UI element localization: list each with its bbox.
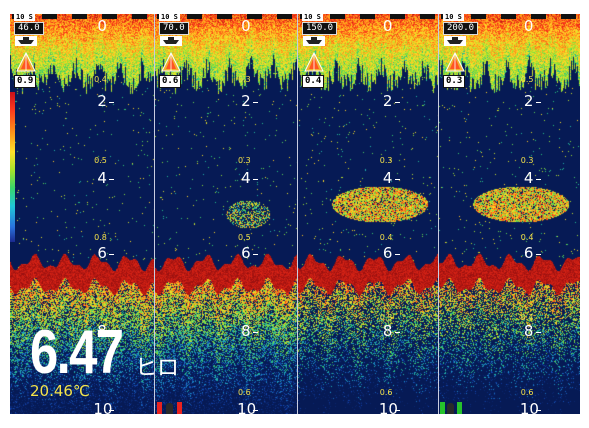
alarm-marker — [447, 403, 454, 414]
temperature-label: 0.3 — [379, 156, 393, 165]
depth-unit: ヒロ — [135, 356, 180, 381]
depth-label: 2 — [523, 92, 534, 110]
depth-label: 0 — [523, 17, 534, 35]
temperature-label: 0.3 — [520, 156, 534, 165]
echo-panel-1: 10 S 46.0 0.9 0 2 4 6 8 10 0.4 0.5 0.8 — [10, 14, 155, 414]
depth-tick — [535, 254, 541, 255]
depth-label: 2 — [97, 92, 107, 110]
depth-label: 6 — [241, 244, 251, 262]
range-value[interactable]: 150.0 — [302, 22, 338, 35]
depth-label: 8 — [97, 322, 107, 340]
alarm-marker — [157, 402, 162, 414]
frequency-label: 10 S — [302, 14, 323, 21]
depth-tick — [253, 102, 259, 103]
depth-label: 0 — [382, 17, 393, 35]
water-temperature: 20.46℃ — [30, 382, 90, 400]
range-value[interactable]: 46.0 — [14, 22, 44, 35]
range-value[interactable]: 200.0 — [443, 22, 479, 35]
temperature-label: 0.5 — [237, 313, 251, 322]
depth-label: 6 — [97, 244, 107, 262]
gain-value[interactable]: 0.9 — [14, 75, 37, 88]
boat-icon — [444, 36, 466, 46]
temperature-label: 0.6 — [520, 388, 534, 397]
alarm-marker — [177, 402, 182, 414]
depth-tick — [394, 332, 400, 333]
depth-label: 4 — [97, 169, 107, 187]
depth-tick — [253, 179, 259, 180]
alarm-marker — [457, 402, 462, 414]
depth-label: 0 — [241, 17, 251, 35]
temperature-label: 0.4 — [520, 313, 534, 322]
echo-panel-2: 10 S 70.0 0.6 0 2 4 6 8 10 0.3 0.3 0.5 0.5 0.6 — [155, 14, 298, 414]
depth-label: 8 — [523, 322, 534, 340]
temperature-label: 0.6 — [379, 388, 393, 397]
depth-tick — [394, 102, 400, 103]
depth-label: 8 — [382, 322, 393, 340]
depth-label: 4 — [382, 169, 393, 187]
temperature-label: 0.5 — [520, 75, 534, 84]
gain-value[interactable]: 0.6 — [159, 75, 182, 88]
depth-label: 10 — [93, 400, 113, 415]
temperature-label: 0.4 — [379, 233, 393, 242]
depth-tick — [253, 254, 259, 255]
depth-tick — [535, 102, 541, 103]
echo-panel-4: 10 S 200.0 0.3 0 2 4 6 8 10 0.5 0.3 0.4 0.4 0.6 — [439, 14, 580, 414]
transducer-cone-icon — [16, 52, 36, 72]
temperature-label: 0.6 — [237, 388, 251, 397]
alarm-marker — [440, 402, 445, 414]
depth-tick — [109, 179, 115, 180]
depth-label: 0 — [97, 17, 107, 35]
depth-tick — [394, 254, 400, 255]
temperature-label: 0.5 — [94, 156, 107, 165]
boat-icon — [15, 36, 37, 46]
depth-tick — [109, 332, 115, 333]
depth-tick — [394, 179, 400, 180]
temperature-label: 0.8 — [94, 233, 107, 242]
temperature-label: 0.4 — [520, 233, 534, 242]
color-scale-bar — [10, 92, 15, 242]
depth-tick — [109, 102, 115, 103]
transducer-cone-icon — [445, 52, 465, 72]
temperature-label: 0.4 — [94, 75, 107, 84]
frequency-label: 10 S — [443, 14, 464, 21]
depth-label: 2 — [241, 92, 251, 110]
transducer-cone-icon — [304, 52, 324, 72]
depth-readout: 6.47 — [30, 318, 124, 387]
temperature-label: 0.3 — [237, 75, 251, 84]
echo-image — [298, 14, 439, 414]
temperature-label: 0.3 — [237, 156, 251, 165]
echo-image — [155, 14, 298, 414]
depth-tick — [535, 179, 541, 180]
depth-tick — [109, 410, 115, 411]
depth-label: 10 — [378, 400, 398, 415]
frequency-label: 10 S — [14, 14, 35, 21]
depth-label: 6 — [382, 244, 393, 262]
depth-label: 8 — [241, 322, 251, 340]
temperature-label: 0.5 — [237, 233, 251, 242]
echo-image — [439, 14, 580, 414]
depth-tick — [109, 254, 115, 255]
depth-tick — [394, 410, 400, 411]
depth-tick — [535, 410, 541, 411]
depth-tick — [253, 410, 259, 411]
depth-label: 10 — [237, 400, 257, 415]
gain-value[interactable]: 0.3 — [443, 75, 466, 88]
temperature-label: 0.5 — [379, 313, 393, 322]
depth-label: 6 — [523, 244, 534, 262]
depth-tick — [253, 332, 259, 333]
gain-value[interactable]: 0.4 — [302, 75, 325, 88]
boat-icon — [303, 36, 325, 46]
depth-label: 4 — [241, 169, 251, 187]
depth-label: 2 — [382, 92, 393, 110]
echo-panel-3: 10 S 150.0 0.4 0 2 4 6 8 10 0.3 0.4 0.5 0.6 — [298, 14, 439, 414]
frequency-label: 10 S — [159, 14, 180, 21]
depth-label: 4 — [523, 169, 534, 187]
depth-tick — [535, 332, 541, 333]
depth-label: 10 — [519, 400, 539, 415]
boat-icon — [160, 36, 182, 46]
transducer-cone-icon — [161, 52, 181, 72]
alarm-marker — [166, 403, 173, 414]
range-value[interactable]: 70.0 — [159, 22, 189, 35]
fish-finder-display: 10 S 46.0 0.9 0 2 4 6 8 10 0.4 0.5 0.8 10 S 70.0 0.6 0 2… — [10, 14, 580, 414]
